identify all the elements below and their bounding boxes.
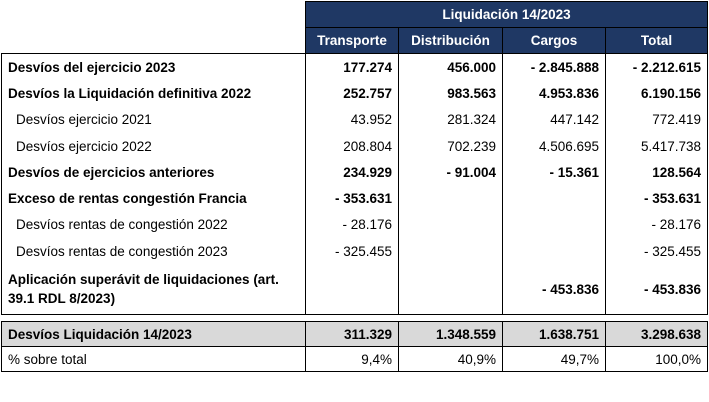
cell-distribucion: [398, 264, 503, 316]
row-label: Desvíos ejercicio 2022: [1, 132, 306, 160]
cell-transporte: [305, 264, 399, 316]
row-label: Desvíos de ejercicios anteriores: [1, 159, 306, 186]
row-label: Exceso de rentas congestión Francia: [1, 185, 306, 212]
cell-total: - 353.631: [605, 185, 709, 212]
column-header-cargos: Cargos: [502, 27, 606, 54]
row-label: Aplicación superávit de liquidaciones (a…: [1, 264, 306, 316]
cell-total: 772.419: [605, 106, 709, 133]
cell-distribucion: 702.239: [398, 132, 503, 160]
total-transporte: 311.329: [305, 321, 399, 348]
cell-total: 5.417.738: [605, 132, 709, 160]
row-label: Desvíos ejercicio 2021: [1, 106, 306, 133]
cell-cargos: - 453.836: [502, 264, 606, 316]
cell-distribucion: [398, 238, 503, 265]
cell-total: - 453.836: [605, 264, 709, 316]
row-label: Desvíos del ejercicio 2023: [1, 53, 306, 81]
cell-distribucion: 456.000: [398, 53, 503, 81]
table-row: Desvíos rentas de congestión 2022 - 28.1…: [1, 211, 709, 239]
percent-cargos: 49,7%: [502, 346, 606, 373]
total-row: Desvíos Liquidación 14/2023 311.329 1.34…: [1, 321, 709, 348]
cell-total: 6.190.156: [605, 80, 709, 107]
cell-distribucion: 983.563: [398, 80, 503, 107]
cell-transporte: 234.929: [305, 159, 399, 186]
cell-cargos: - 15.361: [502, 159, 606, 186]
cell-transporte: 177.274: [305, 53, 399, 81]
cell-cargos: [502, 238, 606, 265]
table-row: Exceso de rentas congestión Francia - 35…: [1, 185, 709, 212]
cell-transporte: 208.804: [305, 132, 399, 160]
percent-row-label: % sobre total: [1, 346, 306, 373]
cell-distribucion: [398, 185, 503, 212]
cell-transporte: 252.757: [305, 80, 399, 107]
cell-cargos: [502, 185, 606, 212]
table-row: Desvíos ejercicio 2022 208.804 702.239 4…: [1, 132, 709, 160]
spacer-cell: [2, 315, 708, 322]
table-row: Desvíos la Liquidación definitiva 2022 2…: [1, 80, 709, 107]
total-row-label: Desvíos Liquidación 14/2023: [1, 321, 306, 348]
liquidation-table: Liquidación 14/2023 Transporte Distribuc…: [1, 1, 709, 373]
cell-total: 128.564: [605, 159, 709, 186]
header-blank-cell: [1, 27, 306, 54]
cell-cargos: 4.953.836: [502, 80, 606, 107]
table-body: Liquidación 14/2023 Transporte Distribuc…: [1, 1, 709, 373]
cell-total: - 28.176: [605, 211, 709, 239]
table-row: Desvíos ejercicio 2021 43.952 281.324 44…: [1, 106, 709, 133]
column-header-transporte: Transporte: [305, 27, 399, 54]
total-distribucion: 1.348.559: [398, 321, 503, 348]
cell-transporte: - 28.176: [305, 211, 399, 239]
column-header-distribucion: Distribución: [398, 27, 503, 54]
group-header-row: Liquidación 14/2023: [1, 1, 709, 28]
percent-row: % sobre total 9,4% 40,9% 49,7% 100,0%: [1, 346, 709, 373]
cell-total: - 325.455: [605, 238, 709, 265]
cell-transporte: - 325.455: [305, 238, 399, 265]
header-blank-cell: [1, 1, 306, 28]
table-row: Desvíos de ejercicios anteriores 234.929…: [1, 159, 709, 186]
table-row: Desvíos rentas de congestión 2023 - 325.…: [1, 238, 709, 265]
cell-transporte: - 353.631: [305, 185, 399, 212]
row-label: Desvíos rentas de congestión 2023: [1, 238, 306, 265]
cell-cargos: 447.142: [502, 106, 606, 133]
total-total: 3.298.638: [604, 321, 709, 348]
cell-cargos: - 2.845.888: [502, 53, 606, 81]
column-header-row: Transporte Distribución Cargos Total: [1, 27, 709, 54]
cell-distribucion: - 91.004: [398, 159, 503, 186]
percent-distribucion: 40,9%: [398, 346, 503, 373]
row-label: Desvíos rentas de congestión 2022: [1, 211, 306, 239]
percent-transporte: 9,4%: [305, 346, 399, 373]
cell-distribucion: 281.324: [398, 106, 503, 133]
cell-cargos: [502, 211, 606, 239]
cell-cargos: 4.506.695: [502, 132, 606, 160]
row-label: Desvíos la Liquidación definitiva 2022: [1, 80, 306, 107]
table-row: Aplicación superávit de liquidaciones (a…: [1, 264, 709, 316]
group-header: Liquidación 14/2023: [304, 1, 709, 28]
total-cargos: 1.638.751: [502, 321, 606, 348]
cell-distribucion: [398, 211, 503, 239]
column-header-total: Total: [604, 27, 709, 54]
cell-transporte: 43.952: [305, 106, 399, 133]
spacer-row: [2, 315, 708, 322]
percent-total: 100,0%: [604, 346, 709, 373]
table-row: Desvíos del ejercicio 2023 177.274 456.0…: [1, 53, 709, 81]
cell-total: - 2.212.615: [605, 53, 709, 81]
